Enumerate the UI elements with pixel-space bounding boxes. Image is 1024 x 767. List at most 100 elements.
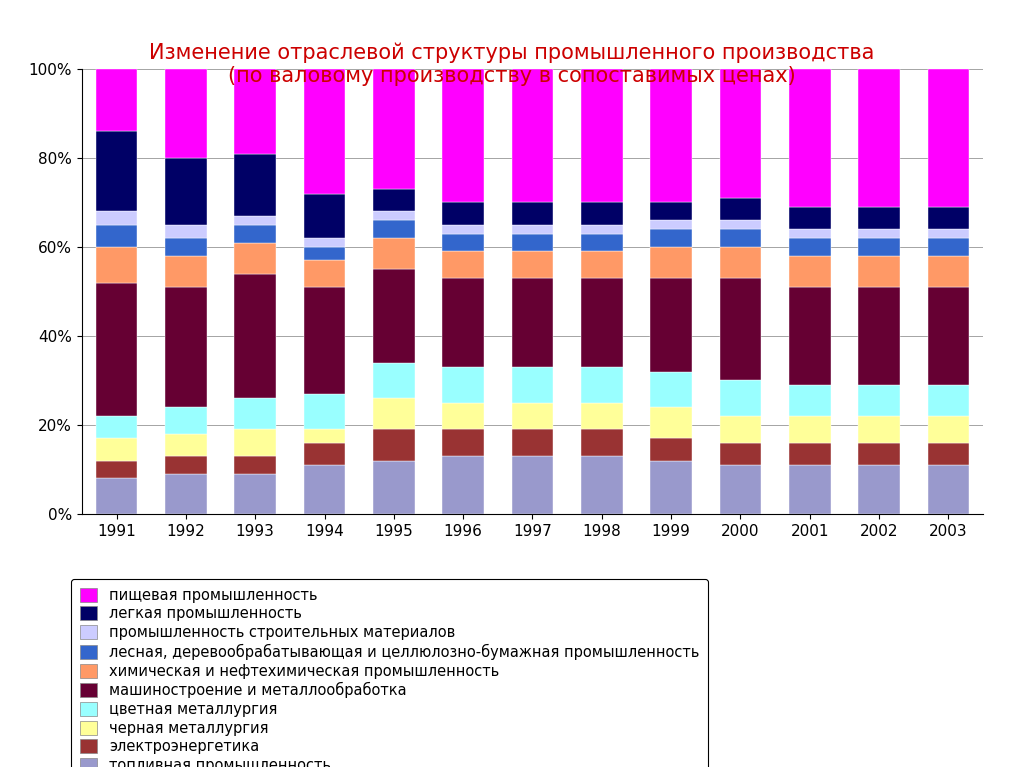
Bar: [858, 465, 900, 514]
Bar: [165, 407, 207, 434]
Bar: [650, 438, 692, 460]
Bar: [858, 443, 900, 465]
Bar: [928, 256, 969, 287]
Bar: [650, 247, 692, 278]
Bar: [512, 430, 553, 456]
Bar: [581, 456, 623, 514]
Bar: [304, 193, 345, 238]
Bar: [581, 225, 623, 234]
Bar: [788, 465, 830, 514]
Bar: [165, 69, 207, 158]
Bar: [720, 69, 761, 198]
Bar: [720, 465, 761, 514]
Bar: [788, 256, 830, 287]
Bar: [858, 287, 900, 385]
Bar: [720, 229, 761, 247]
Bar: [442, 252, 484, 278]
Bar: [928, 207, 969, 229]
Bar: [512, 69, 553, 202]
Bar: [720, 198, 761, 220]
Bar: [96, 69, 137, 131]
Bar: [234, 153, 276, 216]
Bar: [720, 443, 761, 465]
Bar: [720, 278, 761, 380]
Bar: [96, 460, 137, 479]
Bar: [650, 202, 692, 220]
Bar: [788, 443, 830, 465]
Bar: [858, 229, 900, 238]
Bar: [858, 416, 900, 443]
Bar: [373, 220, 415, 238]
Bar: [373, 398, 415, 430]
Bar: [442, 234, 484, 252]
Bar: [96, 479, 137, 514]
Bar: [512, 456, 553, 514]
Bar: [165, 434, 207, 456]
Bar: [581, 278, 623, 367]
Bar: [512, 367, 553, 403]
Bar: [96, 225, 137, 247]
Bar: [512, 403, 553, 430]
Bar: [373, 189, 415, 212]
Bar: [788, 207, 830, 229]
Bar: [442, 367, 484, 403]
Bar: [512, 252, 553, 278]
Bar: [581, 252, 623, 278]
Bar: [442, 456, 484, 514]
Bar: [165, 225, 207, 238]
Bar: [720, 220, 761, 229]
Bar: [373, 363, 415, 398]
Bar: [650, 407, 692, 438]
Bar: [234, 242, 276, 274]
Bar: [858, 256, 900, 287]
Bar: [442, 403, 484, 430]
Bar: [304, 260, 345, 287]
Bar: [928, 287, 969, 385]
Bar: [304, 287, 345, 393]
Bar: [928, 416, 969, 443]
Bar: [234, 225, 276, 242]
Bar: [96, 212, 137, 225]
Bar: [581, 430, 623, 456]
Bar: [96, 247, 137, 282]
Bar: [788, 385, 830, 416]
Bar: [373, 238, 415, 269]
Bar: [650, 69, 692, 202]
Bar: [581, 403, 623, 430]
Bar: [373, 430, 415, 460]
Bar: [581, 202, 623, 225]
Bar: [650, 371, 692, 407]
Bar: [373, 269, 415, 363]
Bar: [512, 225, 553, 234]
Bar: [858, 69, 900, 207]
Bar: [165, 287, 207, 407]
Bar: [788, 238, 830, 256]
Bar: [304, 465, 345, 514]
Bar: [442, 278, 484, 367]
Bar: [234, 398, 276, 430]
Bar: [720, 247, 761, 278]
Bar: [373, 69, 415, 189]
Bar: [858, 207, 900, 229]
Bar: [858, 238, 900, 256]
Bar: [304, 69, 345, 193]
Bar: [234, 216, 276, 225]
Bar: [373, 212, 415, 220]
Legend: пищевая промышленность, легкая промышленность, промышленность строительных матер: пищевая промышленность, легкая промышлен…: [72, 579, 709, 767]
Bar: [96, 416, 137, 438]
Bar: [928, 238, 969, 256]
Bar: [96, 282, 137, 416]
Bar: [858, 385, 900, 416]
Bar: [165, 158, 207, 225]
Bar: [442, 225, 484, 234]
Bar: [788, 229, 830, 238]
Bar: [928, 465, 969, 514]
Bar: [650, 220, 692, 229]
Bar: [96, 131, 137, 212]
Bar: [928, 443, 969, 465]
Bar: [928, 69, 969, 207]
Bar: [650, 460, 692, 514]
Bar: [442, 69, 484, 202]
Bar: [373, 460, 415, 514]
Bar: [234, 456, 276, 474]
